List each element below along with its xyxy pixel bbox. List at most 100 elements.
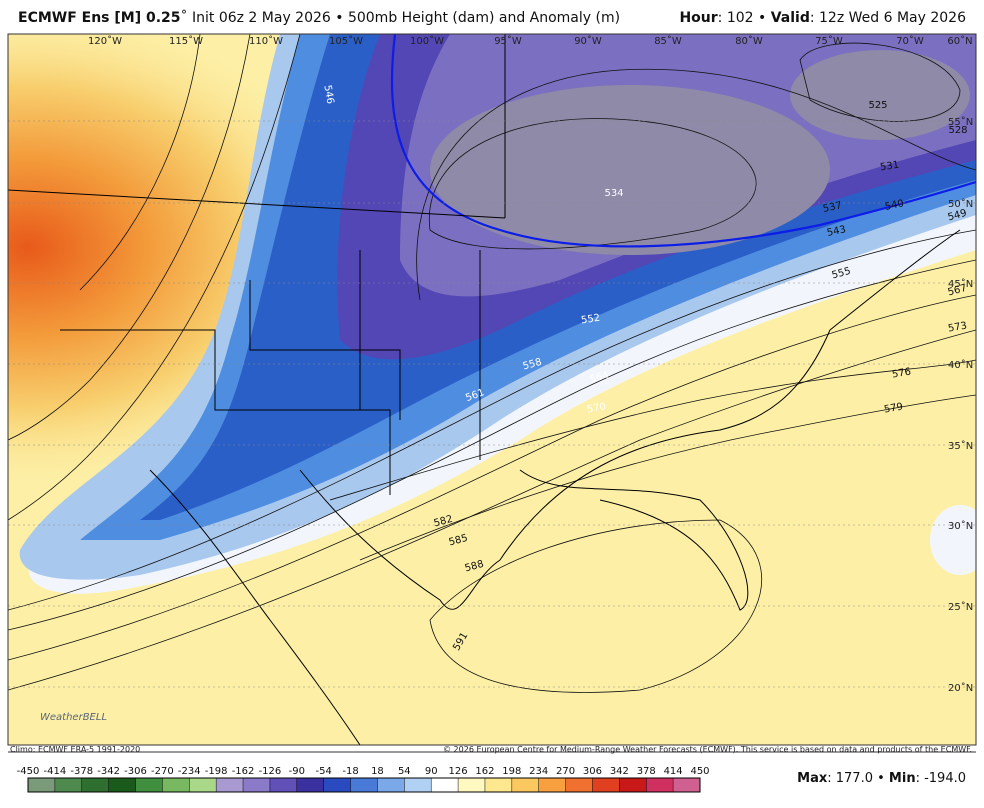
height-contours: [8, 34, 976, 693]
lat-label: 45˚N: [948, 278, 973, 290]
colorbar-swatch: [484, 778, 512, 792]
contour-label: 543: [826, 224, 847, 239]
colorbar-tick-label: 18: [371, 766, 384, 777]
colorbar-swatch: [538, 778, 566, 792]
lon-label: 90˚W: [574, 35, 602, 47]
colorbar-tick-label: -234: [178, 766, 201, 777]
colorbar-swatch: [431, 778, 459, 792]
lat-label: 40˚N: [948, 359, 973, 371]
stats-part: Min: [888, 771, 916, 786]
lon-label: 120˚W: [88, 35, 122, 47]
colorbar-swatch: [619, 778, 647, 792]
colorbar-tick-label: 378: [637, 766, 656, 777]
colorbar-swatch: [269, 778, 297, 792]
contour-label: 534: [604, 188, 623, 199]
contour-label: 588: [464, 559, 485, 575]
colorbar-swatch: [81, 778, 109, 792]
colorbar-tick-label: -54: [316, 766, 332, 777]
colorbar-tick-label: 234: [529, 766, 548, 777]
contour-label: 537: [822, 200, 843, 215]
colorbar-tick-label: -414: [44, 766, 67, 777]
valid-part: Hour: [679, 10, 718, 26]
colorbar-swatch: [296, 778, 324, 792]
colorbar-swatch: [646, 778, 674, 792]
colorbar-swatch: [404, 778, 432, 792]
colorbar-tick-label: 90: [425, 766, 438, 777]
lon-label: 75˚W: [815, 35, 843, 47]
contour-label: 525: [868, 100, 887, 111]
stats: Max: 177.0 • Min: -194.0: [797, 771, 966, 786]
colorbar-tick-label: 414: [664, 766, 683, 777]
colorbar-swatch: [54, 778, 82, 792]
title-bold: ECMWF Ens [M] 0.25: [18, 10, 181, 26]
colorbar-tick-label: -126: [259, 766, 282, 777]
contour-label: 582: [433, 514, 454, 530]
contour-label: 555: [831, 266, 852, 282]
contour-label: 570: [586, 401, 607, 415]
map-frame: [7, 33, 977, 746]
colorbar-swatch: [673, 778, 700, 792]
lat-label: 55˚N: [948, 116, 973, 128]
title-rest: Init 06z 2 May 2026 • 500mb Height (dam)…: [187, 10, 621, 26]
watermark: WeatherBELL: [40, 712, 107, 723]
colorbar-swatch: [162, 778, 190, 792]
colorbar-swatch: [350, 778, 378, 792]
lat-label: 50˚N: [948, 198, 973, 210]
graticule: [8, 120, 976, 688]
colorbar-swatch: [323, 778, 351, 792]
colorbar-tick-label: -342: [97, 766, 120, 777]
lon-label: 100˚W: [410, 35, 444, 47]
contour-label: 552: [580, 313, 600, 327]
contour-label: 546: [321, 84, 335, 105]
valid-part: Valid: [770, 10, 810, 26]
colorbar-swatch: [458, 778, 485, 792]
colorbar-swatch: [565, 778, 593, 792]
colorbar-swatch: [108, 778, 136, 792]
contour-label: 564: [589, 370, 610, 386]
colorbar-swatch: [377, 778, 405, 792]
header-valid: Hour: 102 • Valid: 12z Wed 6 May 2026: [679, 10, 966, 26]
colorbar-tick-label: -306: [124, 766, 147, 777]
lon-label: 70˚W: [896, 35, 924, 47]
lon-label: 105˚W: [329, 35, 363, 47]
contour-label: 585: [448, 533, 469, 549]
stats-part: : 177.0 •: [827, 771, 889, 786]
contour-label: 531: [879, 160, 899, 174]
colorbar-tick-label: -18: [342, 766, 358, 777]
lon-label: 95˚W: [494, 35, 522, 47]
colorbar-tick-label: -90: [289, 766, 305, 777]
lat-label: 20˚N: [948, 682, 973, 694]
colorbar-tick-label: 54: [398, 766, 411, 777]
colorbar-swatch: [189, 778, 217, 792]
contour-label: 540: [884, 198, 905, 213]
contour-label: 579: [883, 401, 904, 415]
colorbar-tick-label: -450: [17, 766, 40, 777]
map-field: [8, 34, 976, 745]
borders: [8, 34, 961, 745]
colorbar-swatch: [511, 778, 539, 792]
contour-540: [390, 34, 976, 248]
colorbar-swatch: [216, 778, 244, 792]
contour-label: 549: [947, 208, 968, 224]
lon-label: 60˚N: [947, 35, 972, 47]
colorbar-tick-label: 162: [475, 766, 494, 777]
colorbar-swatch: [135, 778, 163, 792]
contour-label: 558: [522, 357, 543, 373]
colorbar-tick-label: 270: [556, 766, 575, 777]
colorbar-tick-label: -270: [151, 766, 174, 777]
lon-label: 80˚W: [735, 35, 763, 47]
contour-label: 528: [948, 125, 967, 136]
colorbar-swatch: [243, 778, 270, 792]
colorbar-swatch: [28, 778, 55, 792]
lat-label: 30˚N: [948, 520, 973, 532]
colorbar-tick-label: 198: [502, 766, 521, 777]
colorbar-swatch: [592, 778, 620, 792]
title-degree: ˚: [180, 10, 188, 26]
lat-label: 25˚N: [948, 601, 973, 613]
lon-label: 85˚W: [654, 35, 682, 47]
lat-label: 35˚N: [948, 440, 973, 452]
contour-label: 573: [947, 320, 968, 334]
lon-label: 115˚W: [169, 35, 203, 47]
contour-label: 567: [947, 283, 968, 299]
